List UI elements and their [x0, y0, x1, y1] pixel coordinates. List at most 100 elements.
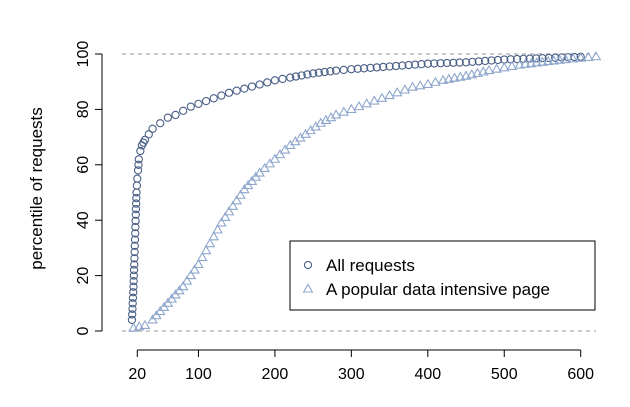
x-tick-label: 20 — [128, 366, 146, 383]
legend-label: All requests — [326, 256, 415, 275]
data-point-circle — [171, 110, 180, 120]
data-point-circle — [366, 63, 375, 72]
data-point-circle — [263, 78, 272, 87]
data-point-circle — [436, 59, 445, 68]
data-point-circle — [423, 59, 432, 68]
y-tick-label: 0 — [75, 326, 92, 335]
series-data-intensive-page — [128, 51, 602, 332]
data-point-circle — [131, 216, 140, 226]
data-point-circle — [144, 130, 153, 139]
data-point-triangle — [353, 100, 365, 111]
data-point-circle — [487, 56, 496, 65]
data-point-triangle — [259, 162, 271, 173]
data-point-triangle — [531, 57, 543, 67]
data-point-triangle — [219, 211, 231, 221]
data-point-circle — [442, 58, 452, 68]
data-point-triangle — [361, 98, 372, 108]
data-point-triangle — [477, 66, 489, 76]
data-point-circle — [240, 84, 249, 93]
data-point-circle — [297, 71, 306, 80]
data-point-triangle — [554, 54, 566, 64]
data-point-triangle — [391, 87, 403, 97]
data-point-triangle — [430, 76, 441, 86]
data-point-circle — [129, 276, 138, 286]
data-point-circle — [430, 59, 439, 68]
y-ticks: 0 20 40 60 80 100 — [75, 41, 102, 335]
data-point-circle — [326, 67, 335, 76]
data-point-triangle — [227, 200, 239, 210]
data-point-triangle — [560, 53, 571, 64]
data-point-circle — [398, 61, 407, 70]
data-point-circle — [320, 67, 329, 77]
data-point-circle — [391, 61, 401, 71]
data-point-circle — [291, 72, 301, 81]
data-point-circle — [127, 315, 137, 325]
data-point-circle — [194, 99, 203, 109]
data-point-triangle — [212, 224, 223, 234]
x-tick-label: 100 — [185, 366, 212, 383]
data-point-triangle — [454, 71, 466, 81]
y-tick-label: 40 — [75, 211, 92, 229]
y-tick-label: 100 — [75, 41, 92, 68]
data-point-triangle — [315, 117, 327, 127]
data-point-triangle — [498, 62, 510, 72]
data-point-circle — [130, 254, 139, 263]
data-point-triangle — [269, 153, 281, 163]
data-point-triangle — [231, 195, 242, 205]
data-point-triangle — [133, 321, 145, 331]
data-point-triangle — [407, 81, 418, 91]
data-point-circle — [163, 113, 173, 122]
data-point-circle — [132, 193, 141, 203]
data-point-triangle — [519, 58, 531, 68]
data-point-triangle — [443, 73, 455, 83]
data-point-circle — [186, 102, 195, 111]
data-point-triangle — [542, 55, 554, 66]
data-point-triangle — [274, 148, 286, 159]
data-point-circle — [133, 174, 142, 183]
legend-triangle-marker — [302, 283, 314, 293]
data-point-circle — [131, 222, 140, 232]
data-point-triangle — [491, 63, 502, 73]
data-point-triangle — [483, 64, 495, 75]
x-tick-label: 300 — [338, 366, 365, 383]
y-tick-label: 80 — [75, 100, 92, 118]
data-point-circle — [339, 65, 348, 75]
data-point-circle — [461, 58, 471, 67]
data-point-circle — [130, 247, 139, 257]
data-point-triangle — [250, 171, 262, 181]
data-point-circle — [372, 63, 381, 72]
data-point-circle — [156, 119, 165, 128]
x-tick-label: 200 — [262, 366, 289, 383]
data-point-circle — [133, 166, 143, 175]
data-point-circle — [538, 54, 547, 63]
data-point-circle — [314, 68, 324, 77]
data-point-circle — [201, 96, 211, 106]
data-point-circle — [303, 70, 312, 79]
reference-lines — [122, 53, 596, 332]
data-point-circle — [247, 82, 257, 91]
data-point-triangle — [139, 319, 151, 330]
data-point-circle — [385, 62, 394, 71]
data-point-triangle — [177, 280, 189, 291]
data-point-circle — [278, 74, 287, 84]
data-point-circle — [130, 241, 139, 250]
data-point-triangle — [193, 258, 204, 269]
data-point-circle — [130, 235, 140, 244]
data-point-triangle — [437, 74, 449, 84]
data-point-circle — [128, 310, 137, 319]
data-point-triangle — [583, 51, 594, 62]
data-point-triangle — [346, 103, 357, 113]
data-point-triangle — [216, 217, 227, 227]
data-point-triangle — [264, 158, 276, 168]
data-point-triangle — [200, 244, 212, 255]
data-point-triangle — [537, 56, 548, 66]
data-point-triangle — [368, 95, 380, 105]
data-point-circle — [134, 160, 143, 169]
axes: 20 100 200 300 400 500 600 0 20 40 60 80 100 percen… — [27, 41, 594, 383]
y-axis-label: percentile of requests — [27, 107, 46, 270]
data-point-triangle — [514, 59, 525, 69]
data-point-triangle — [166, 293, 178, 303]
data-point-circle — [209, 94, 218, 103]
data-point-circle — [449, 58, 458, 67]
data-point-circle — [531, 54, 541, 63]
